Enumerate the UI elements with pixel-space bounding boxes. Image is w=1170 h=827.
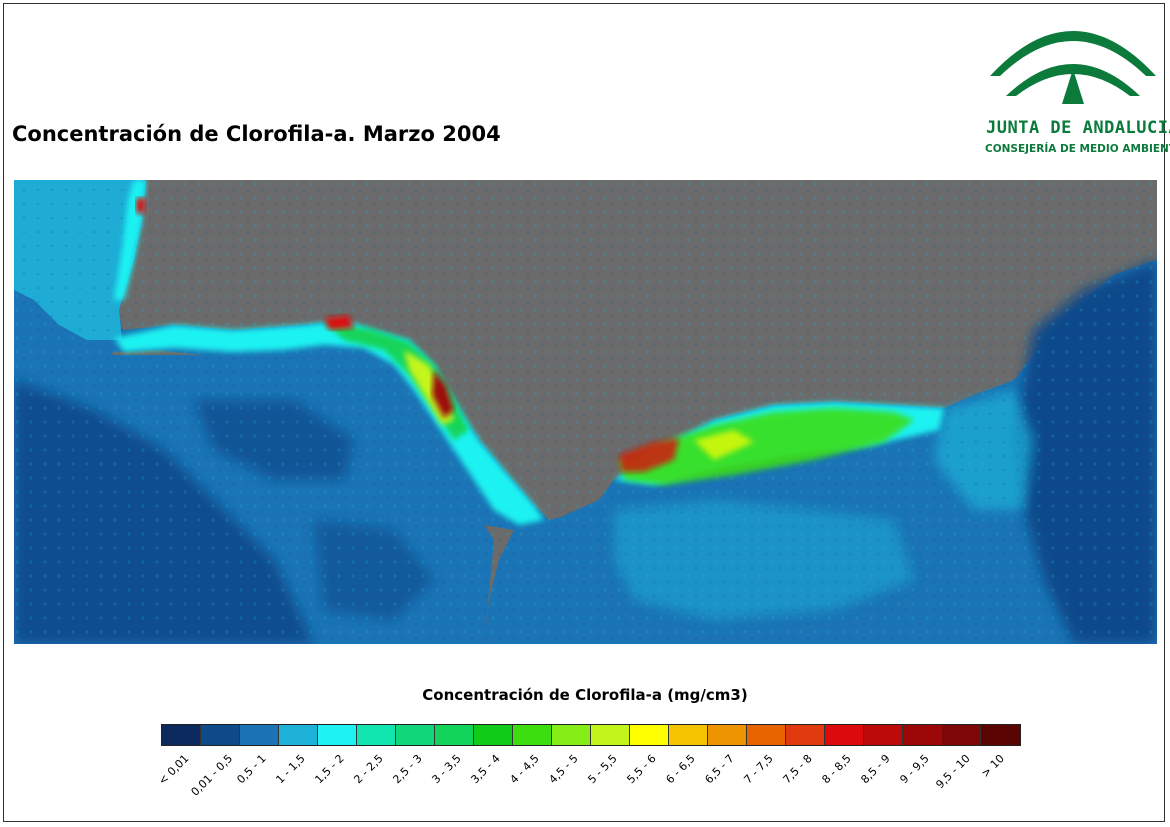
legend-swatch xyxy=(552,725,591,745)
logo: JUNTA DE ANDALUCIA CONSEJERÍA DE MEDIO A… xyxy=(978,14,1170,164)
map-canvas xyxy=(14,180,1157,644)
legend-swatch xyxy=(318,725,357,745)
legend-label: 1,5 - 2 xyxy=(312,752,347,787)
legend-swatch xyxy=(747,725,786,745)
legend-label: > 10 xyxy=(979,752,1008,781)
legend-label: 0,01 - 0,5 xyxy=(188,752,236,799)
legend-swatch xyxy=(435,725,474,745)
legend-label: 8 - 8,5 xyxy=(819,752,854,787)
legend-label: < 0,01 xyxy=(155,752,192,788)
junta-andalucia-emblem-icon xyxy=(990,31,1156,104)
legend-label: 0,5 - 1 xyxy=(234,752,269,787)
legend-swatch xyxy=(630,725,669,745)
legend-label: 6,5 - 7 xyxy=(702,752,737,787)
legend-swatch xyxy=(669,725,708,745)
legend-label: 7 - 7,5 xyxy=(741,752,776,787)
legend-label: 8,5 - 9 xyxy=(858,752,893,787)
legend-label: 5,5 - 6 xyxy=(624,752,659,787)
legend-swatch xyxy=(591,725,630,745)
legend-label: 7,5 - 8 xyxy=(780,752,815,787)
legend-swatch xyxy=(708,725,747,745)
legend-swatch xyxy=(162,725,201,745)
legend-swatch xyxy=(903,725,942,745)
legend-swatch xyxy=(942,725,981,745)
legend-swatch xyxy=(240,725,279,745)
logo-name: JUNTA DE ANDALUCIA xyxy=(986,118,1170,138)
legend-swatch xyxy=(981,725,1020,745)
legend-label: 2,5 - 3 xyxy=(390,752,425,787)
legend-swatch xyxy=(357,725,396,745)
legend-swatch xyxy=(396,725,435,745)
legend-title: Concentración de Clorofila-a (mg/cm3) xyxy=(422,686,748,704)
legend-label: 3 - 3,5 xyxy=(429,752,464,787)
legend-label: 1 - 1,5 xyxy=(273,752,308,787)
legend-swatch xyxy=(279,725,318,745)
legend-swatch xyxy=(513,725,552,745)
legend-swatch xyxy=(786,725,825,745)
legend-label: 2 - 2,5 xyxy=(351,752,386,787)
logo-subtitle: CONSEJERÍA DE MEDIO AMBIENTE xyxy=(985,143,1170,155)
legend-label: 3,5 - 4 xyxy=(468,752,503,787)
legend-swatch xyxy=(825,725,864,745)
legend-swatch xyxy=(201,725,240,745)
legend-label: 9 - 9,5 xyxy=(897,752,932,787)
legend-label: 4,5 - 5 xyxy=(546,752,581,787)
chlorophyll-map xyxy=(14,180,1157,644)
legend-label: 5 - 5,5 xyxy=(585,752,620,787)
legend-label: 4 - 4,5 xyxy=(507,752,542,787)
legend-swatch xyxy=(864,725,903,745)
legend-color-bar xyxy=(161,724,1021,746)
legend-label: 6 - 6,5 xyxy=(663,752,698,787)
page-title: Concentración de Clorofila-a. Marzo 2004 xyxy=(12,122,501,146)
legend-swatch xyxy=(474,725,513,745)
legend-label: 9,5 - 10 xyxy=(933,752,973,792)
